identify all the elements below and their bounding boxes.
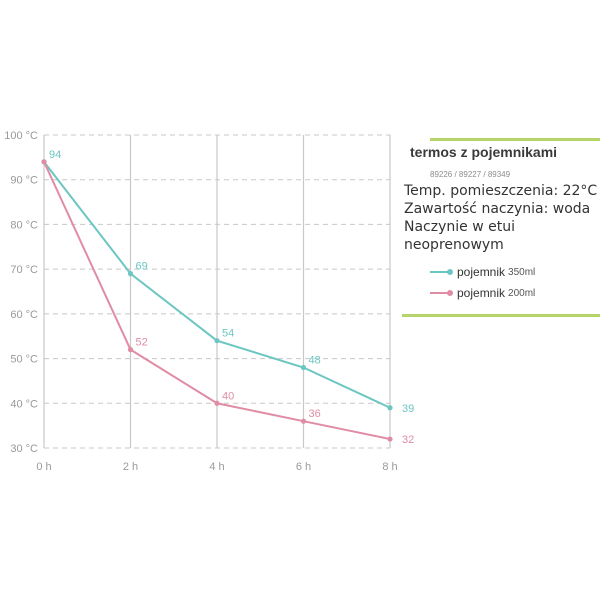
y-tick-label: 40 °C <box>10 398 38 410</box>
x-tick-label: 6 h <box>296 461 311 473</box>
bottom-accent-bar <box>402 314 600 317</box>
data-point <box>300 364 307 371</box>
data-point <box>41 159 47 165</box>
y-tick-label: 30 °C <box>10 443 38 455</box>
x-tick-label: 4 h <box>209 461 224 473</box>
y-tick-label: 90 °C <box>10 175 38 187</box>
top-accent-bar <box>430 138 600 141</box>
data-label: 48 <box>309 355 321 367</box>
legend-item-capacity: 200ml <box>508 287 536 299</box>
legend-title: termos z pojemnikami <box>410 144 558 160</box>
legend-description: Temp. pomieszczenia: 22°C Zawartość nacz… <box>404 182 600 254</box>
data-label: 94 <box>49 149 61 161</box>
data-point <box>300 418 307 424</box>
case-text-continued: neoprenowym <box>404 237 504 253</box>
room-temperature-text: Temp. pomieszczenia: 22°C <box>404 183 598 199</box>
data-label: 54 <box>222 328 234 340</box>
legend-item-name: pojemnik <box>457 286 506 300</box>
data-label: 52 <box>136 337 148 349</box>
x-tick-label: 0 h <box>36 461 51 473</box>
legend-swatch-350ml <box>430 269 453 275</box>
data-point <box>387 436 393 442</box>
data-point <box>387 405 393 411</box>
legend-item-350ml: pojemnik 350ml <box>430 264 535 280</box>
contents-text: Zawartość naczynia: woda <box>404 201 591 217</box>
data-label: 36 <box>309 408 321 420</box>
data-label: 40 <box>222 390 234 402</box>
y-tick-label: 80 °C <box>10 219 38 231</box>
data-point <box>214 400 220 406</box>
case-text: Naczynie w etui <box>404 219 515 235</box>
data-point <box>127 347 134 353</box>
legend-item-capacity: 350ml <box>508 266 536 278</box>
data-label: 32 <box>402 434 414 446</box>
x-tick-label: 2 h <box>123 461 138 473</box>
y-tick-label: 100 °C <box>4 130 38 142</box>
y-tick-label: 60 °C <box>10 309 38 321</box>
data-label: 69 <box>136 261 148 273</box>
legend-panel: termos z pojemnikami 89226 / 89227 / 893… <box>402 138 600 318</box>
y-tick-label: 70 °C <box>10 264 38 276</box>
product-codes: 89226 / 89227 / 89349 <box>430 170 511 179</box>
data-point <box>127 271 134 277</box>
data-label: 39 <box>402 403 414 415</box>
legend-item-200ml: pojemnik 200ml <box>430 285 535 301</box>
legend-swatch-200ml <box>430 290 453 296</box>
data-point <box>214 338 220 344</box>
y-tick-label: 50 °C <box>10 354 38 366</box>
legend-item-name: pojemnik <box>457 265 506 279</box>
x-tick-label: 8 h <box>382 461 397 473</box>
